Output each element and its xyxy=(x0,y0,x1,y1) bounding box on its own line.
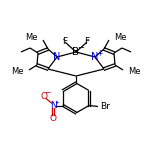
Text: Me: Me xyxy=(114,33,126,43)
Text: +: + xyxy=(54,100,59,105)
Text: O: O xyxy=(50,114,57,123)
Text: .: . xyxy=(62,30,66,43)
Text: −: − xyxy=(44,88,50,97)
Text: F: F xyxy=(85,36,90,45)
Text: F: F xyxy=(62,36,67,45)
Text: Me: Me xyxy=(128,67,140,76)
Text: Me: Me xyxy=(12,67,24,76)
Text: −: − xyxy=(77,43,84,52)
Text: Br: Br xyxy=(100,102,110,111)
Text: N: N xyxy=(50,101,56,110)
Text: B: B xyxy=(73,47,79,57)
Text: Me: Me xyxy=(26,33,38,43)
Text: +: + xyxy=(96,48,103,57)
Text: O: O xyxy=(41,92,48,101)
Text: .: . xyxy=(86,30,90,43)
Text: N: N xyxy=(53,52,61,62)
Text: N: N xyxy=(91,52,99,62)
